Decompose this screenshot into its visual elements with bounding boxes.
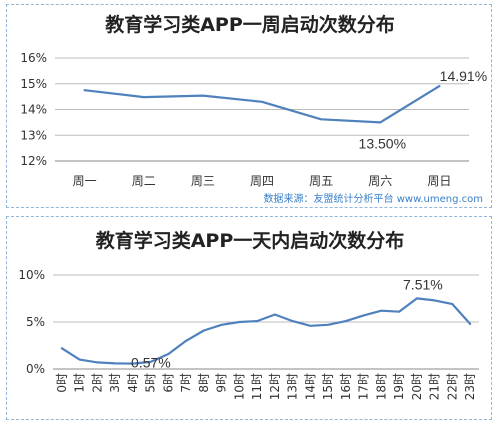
hourly-data-point (61, 347, 63, 349)
hourly-x-tick-label: 20时 (410, 373, 424, 400)
hourly-x-tick-label: 0时 (55, 373, 69, 393)
hourly-x-tick-label: 9时 (215, 373, 229, 393)
hourly-data-point (327, 324, 329, 326)
weekly-data-point (143, 96, 145, 98)
hourly-data-point (185, 340, 187, 342)
hourly-data-point (398, 311, 400, 313)
weekly-data-point (379, 121, 381, 123)
hourly-data-point (451, 303, 453, 305)
weekly-y-tick-label: 16% (20, 51, 47, 65)
weekly-chart: 教育学习类APP一周启动次数分布 12% 13% 14% 15% 16% 周一 周二 周三 周四 周… (20, 13, 487, 205)
hourly-data-label: 7.51% (403, 276, 443, 292)
hourly-data-point (203, 329, 205, 332)
hourly-data-point (469, 323, 471, 325)
hourly-data-point (256, 320, 258, 322)
weekly-y-tick-label: 12% (20, 154, 47, 168)
hourly-data-point (238, 321, 240, 323)
hourly-data-point (132, 363, 134, 365)
hourly-x-tick-label: 22时 (445, 373, 459, 400)
hourly-x-tick-label: 19时 (392, 373, 406, 400)
hourly-x-tick-label: 23时 (463, 373, 477, 400)
weekly-x-tick-label: 周四 (250, 174, 274, 188)
weekly-data-point (202, 94, 204, 97)
hourly-data-point (416, 297, 418, 300)
weekly-x-tick-label: 周五 (309, 174, 333, 188)
weekly-chart-title: 教育学习类APP一周启动次数分布 (105, 13, 395, 36)
weekly-data-label: 14.91% (440, 68, 487, 84)
hourly-data-point (79, 359, 81, 361)
weekly-x-tick-label: 周一 (73, 174, 97, 188)
hourly-x-tick-label: 16时 (339, 373, 353, 400)
weekly-x-tick-label: 周三 (191, 174, 215, 188)
hourly-data-point (150, 361, 152, 363)
weekly-source-note: 数据来源：友盟统计分析平台 www.umeng.com (264, 192, 483, 205)
hourly-data-point (114, 362, 116, 364)
hourly-y-tick-label: 10% (18, 268, 45, 282)
hourly-x-tick-label: 5时 (144, 373, 158, 393)
hourly-chart-panel: 教育学习类APP一天内启动次数分布 0% 5% 10% 0时 1时 2时 3时 4时 5时 6时 7时… (6, 216, 492, 420)
hourly-data-point (292, 320, 294, 322)
hourly-data-point (363, 314, 365, 317)
hourly-data-point (434, 299, 436, 301)
weekly-x-tick-label: 周日 (427, 174, 451, 188)
hourly-data-point (380, 310, 382, 312)
weekly-x-tick-label: 周二 (132, 174, 156, 188)
hourly-x-tick-label: 3时 (108, 373, 122, 393)
weekly-y-tick-label: 14% (20, 103, 47, 117)
hourly-x-tick-label: 13时 (286, 373, 300, 400)
hourly-series-line (60, 297, 472, 365)
hourly-x-tick-label: 15时 (321, 373, 335, 400)
hourly-x-tick-label: 4时 (126, 373, 140, 393)
hourly-data-label: 0.57% (131, 355, 171, 371)
hourly-chart: 教育学习类APP一天内启动次数分布 0% 5% 10% 0时 1时 2时 3时 4时 5时 6时 7时… (18, 229, 479, 400)
hourly-data-point (274, 313, 276, 316)
weekly-series-line (83, 84, 441, 124)
hourly-x-tick-label: 12时 (268, 373, 282, 400)
hourly-y-tick-label: 0% (26, 362, 45, 376)
hourly-x-tick-label: 10时 (232, 373, 246, 400)
weekly-data-label: 13.50% (359, 135, 406, 151)
weekly-data-point (261, 101, 263, 103)
hourly-data-point (309, 325, 311, 327)
hourly-data-point (96, 361, 98, 364)
hourly-x-tick-label: 8时 (197, 373, 211, 393)
weekly-data-point (438, 85, 441, 87)
hourly-x-tick-label: 14时 (303, 373, 317, 400)
weekly-y-tick-label: 15% (20, 77, 47, 91)
hourly-x-tick-label: 7时 (179, 373, 193, 393)
hourly-x-tick-label: 21时 (428, 373, 442, 400)
hourly-data-point (167, 353, 169, 355)
hourly-x-tick-label: 1时 (73, 373, 87, 393)
weekly-y-tick-label: 13% (20, 128, 47, 142)
hourly-chart-title: 教育学习类APP一天内启动次数分布 (96, 229, 405, 252)
weekly-chart-panel: 教育学习类APP一周启动次数分布 12% 13% 14% 15% 16% 周一 周二 周三 周四 周… (6, 4, 492, 208)
hourly-data-point (221, 324, 223, 326)
hourly-x-tick-label: 2时 (90, 373, 104, 393)
hourly-x-tick-label: 17时 (357, 373, 371, 400)
hourly-x-tick-label: 6时 (161, 373, 175, 393)
weekly-x-tick-label: 周六 (368, 174, 392, 188)
hourly-y-tick-label: 5% (26, 315, 45, 329)
weekly-data-point (320, 118, 322, 120)
hourly-x-tick-label: 11时 (250, 373, 264, 400)
hourly-x-tick-label: 18时 (374, 373, 388, 400)
hourly-data-point (345, 320, 347, 322)
weekly-data-point (83, 89, 86, 91)
